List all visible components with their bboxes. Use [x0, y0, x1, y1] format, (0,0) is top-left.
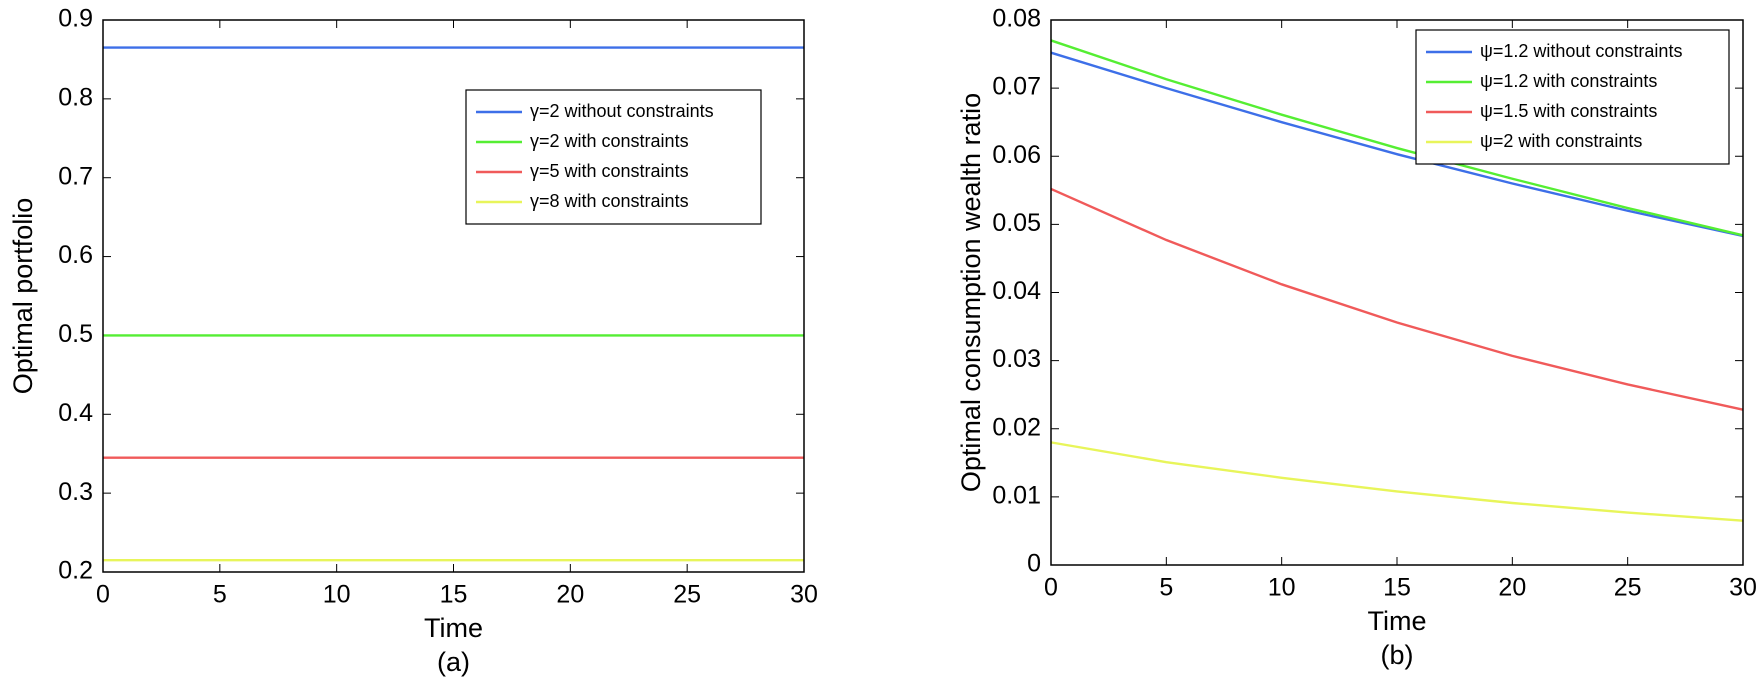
- y-axis-label: Optimal portfolio: [8, 198, 38, 395]
- y-tick-label: 0.01: [992, 481, 1041, 509]
- x-tick-label: 0: [1044, 574, 1058, 602]
- x-tick-label: 15: [440, 581, 468, 609]
- legend-label: γ=8 with constraints: [530, 191, 689, 211]
- legend-label: ψ=1.2 with constraints: [1480, 71, 1657, 91]
- y-tick-label: 0: [1027, 550, 1041, 578]
- y-tick-label: 0.4: [58, 399, 93, 427]
- x-tick-label: 25: [1614, 574, 1642, 602]
- y-tick-label: 0.05: [992, 209, 1041, 237]
- x-tick-label: 5: [1159, 574, 1173, 602]
- caption: (b): [1381, 640, 1414, 670]
- legend-label: γ=5 with constraints: [530, 161, 689, 181]
- legend-label: γ=2 without constraints: [530, 101, 714, 121]
- plot-frame: [1050, 19, 1744, 566]
- x-tick-label: 25: [673, 581, 701, 609]
- legend-label: ψ=1.2 without constraints: [1480, 41, 1682, 61]
- series-line: [1050, 39, 1744, 237]
- y-axis-label: Optimal consumption wealth ratio: [956, 93, 986, 492]
- legend-label: γ=2 with constraints: [530, 131, 689, 151]
- y-tick-label: 0.2: [58, 557, 93, 585]
- x-tick-label: 15: [1383, 574, 1411, 602]
- legend-label: ψ=1.5 with constraints: [1480, 101, 1657, 121]
- x-tick-label: 30: [1729, 574, 1757, 602]
- x-tick-label: 20: [1498, 574, 1526, 602]
- plot-frame: [102, 19, 805, 573]
- y-tick-label: 0.3: [58, 478, 93, 506]
- x-axis-label: Time: [424, 613, 483, 643]
- x-tick-label: 10: [323, 581, 351, 609]
- series-line: [1050, 441, 1744, 522]
- y-tick-label: 0.9: [58, 5, 93, 33]
- y-tick-label: 0.7: [58, 162, 93, 190]
- y-tick-label: 0.6: [58, 241, 93, 269]
- series-line: [1050, 51, 1744, 238]
- y-tick-label: 0.07: [992, 73, 1041, 101]
- y-tick-label: 0.08: [992, 5, 1041, 33]
- y-tick-label: 0.04: [992, 277, 1041, 305]
- x-axis-label: Time: [1368, 606, 1427, 636]
- x-tick-label: 10: [1268, 574, 1296, 602]
- y-tick-label: 0.5: [58, 320, 93, 348]
- x-tick-label: 5: [213, 581, 227, 609]
- x-tick-label: 30: [790, 581, 818, 609]
- x-tick-label: 20: [556, 581, 584, 609]
- series-line: [1050, 187, 1744, 411]
- y-tick-label: 0.02: [992, 413, 1041, 441]
- y-tick-label: 0.06: [992, 141, 1041, 169]
- y-tick-label: 0.03: [992, 345, 1041, 373]
- x-tick-label: 0: [96, 581, 110, 609]
- legend-label: ψ=2 with constraints: [1480, 131, 1642, 151]
- y-tick-label: 0.8: [58, 83, 93, 111]
- caption: (a): [437, 647, 470, 677]
